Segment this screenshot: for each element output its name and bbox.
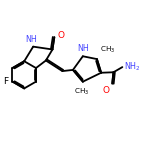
Text: O: O <box>102 86 109 95</box>
Text: NH: NH <box>25 35 37 44</box>
Text: O: O <box>57 31 64 40</box>
Text: F: F <box>3 77 8 86</box>
Text: NH$_2$: NH$_2$ <box>124 61 140 73</box>
Text: CH$_3$: CH$_3$ <box>74 87 89 97</box>
Text: NH: NH <box>77 44 89 53</box>
Text: CH$_3$: CH$_3$ <box>100 45 116 55</box>
